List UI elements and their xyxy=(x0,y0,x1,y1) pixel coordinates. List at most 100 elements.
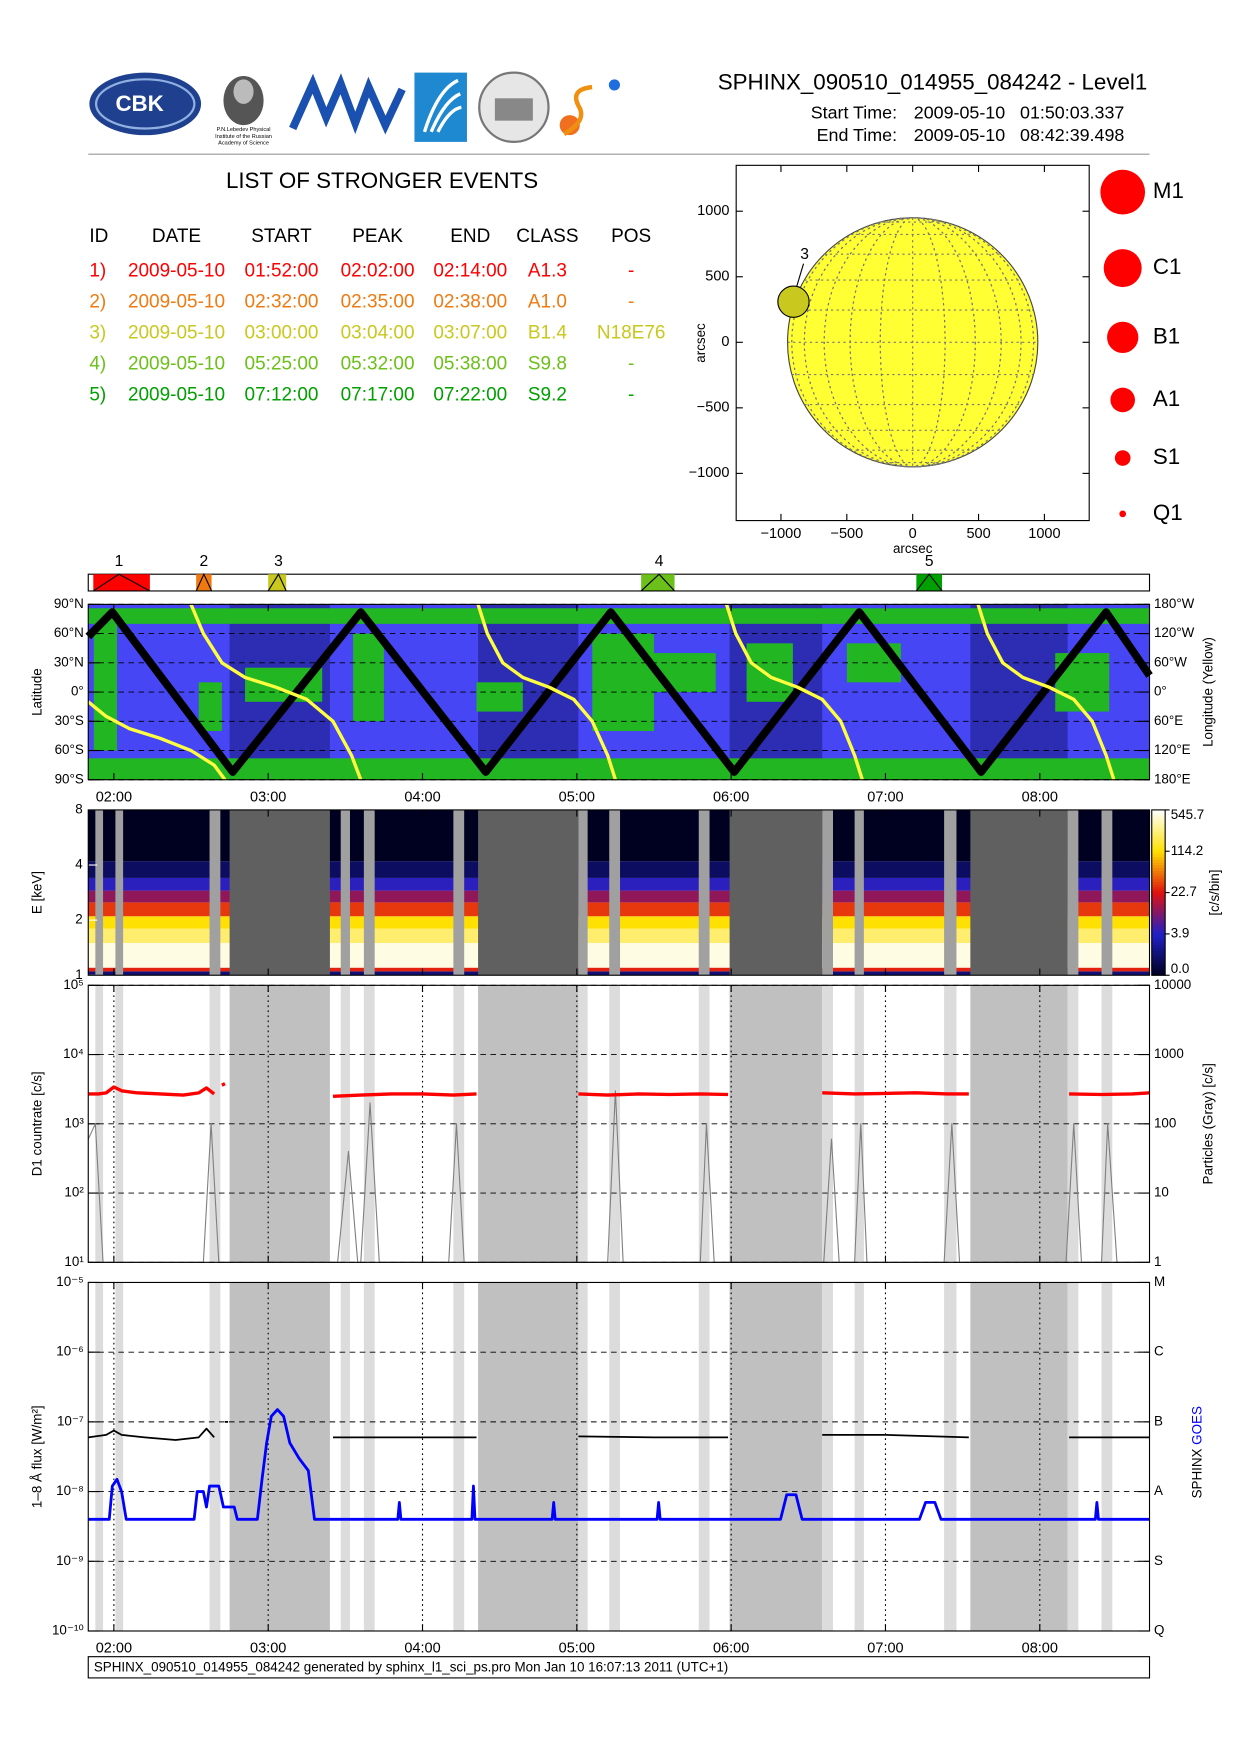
y2-tick-label: 1000 xyxy=(1154,1046,1184,1061)
region xyxy=(93,623,117,751)
table-cell: 2) xyxy=(89,291,106,312)
legend-label: A1 xyxy=(1153,386,1180,411)
region xyxy=(476,682,523,712)
table-header: END xyxy=(450,226,490,247)
event-id: 2 xyxy=(200,553,209,570)
cbk-text: CBK xyxy=(115,91,163,116)
colorbar-cell xyxy=(1151,820,1166,825)
saa-interval xyxy=(822,1282,834,1631)
x-tick-label: −500 xyxy=(830,526,863,542)
saa-interval xyxy=(363,1282,375,1631)
saa-interval xyxy=(1101,809,1113,976)
table-header: ID xyxy=(89,226,108,247)
table-cell: S9.2 xyxy=(528,384,567,405)
legend-marker xyxy=(1110,387,1135,413)
saa-interval xyxy=(944,809,957,976)
table-header: PEAK xyxy=(352,226,403,247)
saa-interval xyxy=(453,985,465,1263)
colorbar-cell xyxy=(1151,884,1166,888)
plot-frame xyxy=(87,809,1151,976)
y-tick-label: 10⁻¹⁰ xyxy=(52,1623,84,1638)
table-header: CLASS xyxy=(516,226,578,247)
series-line xyxy=(85,608,1153,776)
x-tick-label: 02:00 xyxy=(96,789,132,805)
table-cell: 02:35:00 xyxy=(341,291,415,312)
colorbar-cell xyxy=(1151,878,1166,883)
y2-tick-label: Q xyxy=(1154,1623,1164,1638)
y-tick-label: 10⁻⁷ xyxy=(57,1413,84,1428)
colorbar-cell xyxy=(1151,815,1166,819)
region xyxy=(353,633,384,722)
colorbar-cell xyxy=(1151,961,1166,965)
saa-interval xyxy=(453,809,465,976)
y2-tick-label: 100 xyxy=(1154,1115,1176,1130)
colorbar-cell xyxy=(1151,859,1166,863)
y-tick-label: 10¹ xyxy=(64,1254,84,1269)
event-leader xyxy=(796,263,805,287)
colorbar-cell xyxy=(1151,829,1166,833)
x-tick-label: 08:00 xyxy=(1022,789,1058,805)
event-peak xyxy=(91,573,151,592)
night-interval xyxy=(970,809,1068,976)
mian-logo xyxy=(289,73,406,135)
y-tick-label: 90°S xyxy=(55,771,84,786)
y2-tick-label: 60°W xyxy=(1154,654,1187,669)
colorbar-cell xyxy=(1151,826,1166,830)
event-span xyxy=(268,574,287,591)
y2-axis-label: Longitude (Yellow) xyxy=(1200,637,1215,747)
x-tick-label: 05:00 xyxy=(559,1641,595,1657)
table-cell: 03:00:00 xyxy=(245,322,319,343)
x-tick-label: 04:00 xyxy=(404,1641,440,1657)
y2-tick-label: 180°E xyxy=(1154,771,1191,786)
y2-tick-label: B xyxy=(1154,1413,1163,1428)
timeline-frame xyxy=(87,573,1151,592)
table-cell: S9.8 xyxy=(528,353,567,374)
end-time: 2009-05-10 08:42:39.498 xyxy=(914,125,1125,145)
colorbar-cell xyxy=(1151,964,1166,968)
y2-axis-label: Particles (Gray) [c/s] xyxy=(1200,1063,1215,1184)
y2-tick-label: S xyxy=(1154,1553,1163,1568)
table-cell: 05:38:00 xyxy=(433,353,507,374)
y2-tick-label: 10000 xyxy=(1154,977,1191,992)
y2-tick-label: A xyxy=(1154,1483,1163,1498)
event-id: 1 xyxy=(115,553,124,570)
y2-tick-label: 120°W xyxy=(1154,625,1195,640)
legend-marker xyxy=(1103,249,1142,288)
x-tick-label: 500 xyxy=(966,526,990,542)
blue-logo-arcs xyxy=(422,78,462,133)
event-id: 3 xyxy=(274,553,283,570)
x-tick-label: 07:00 xyxy=(867,789,903,805)
legend-label: B1 xyxy=(1153,323,1180,348)
y2-tick-label: 180°W xyxy=(1154,596,1195,611)
y2-tick-label: 0° xyxy=(1154,684,1167,699)
colorbar-tick-label: 114.2 xyxy=(1171,843,1204,858)
legend-label: C1 xyxy=(1153,254,1182,279)
colorbar-cell xyxy=(1151,909,1166,913)
saa-interval xyxy=(578,1282,588,1631)
saa-interval xyxy=(95,809,104,976)
x-tick-label: 06:00 xyxy=(713,1641,749,1657)
x-tick-label: 02:00 xyxy=(96,1641,132,1657)
table-cell: 07:22:00 xyxy=(433,384,507,405)
table-header: DATE xyxy=(152,226,201,247)
series-line xyxy=(88,1408,1150,1521)
legend-marker xyxy=(1114,450,1131,466)
s-logo xyxy=(563,84,593,136)
s-logo-sun xyxy=(559,115,580,136)
colorbar-cell xyxy=(1151,831,1166,836)
y2-tick-label: 120°E xyxy=(1154,742,1191,757)
y-tick-label: 0 xyxy=(721,334,729,350)
colorbar-cell xyxy=(1151,823,1166,827)
colorbar-cell xyxy=(1151,898,1166,902)
table-cell: 02:02:00 xyxy=(341,260,415,281)
legend-marker xyxy=(1119,510,1127,518)
colorbar-cell xyxy=(1151,851,1166,855)
table-cell: 05:32:00 xyxy=(341,353,415,374)
event-span xyxy=(916,574,943,591)
colorbar-cell xyxy=(1151,876,1166,880)
event-peak xyxy=(267,573,288,592)
y-axis-label: E [keV] xyxy=(30,871,45,914)
colorbar-cell xyxy=(1151,917,1166,921)
saa-interval xyxy=(340,809,350,976)
saa-interval xyxy=(854,1282,864,1631)
